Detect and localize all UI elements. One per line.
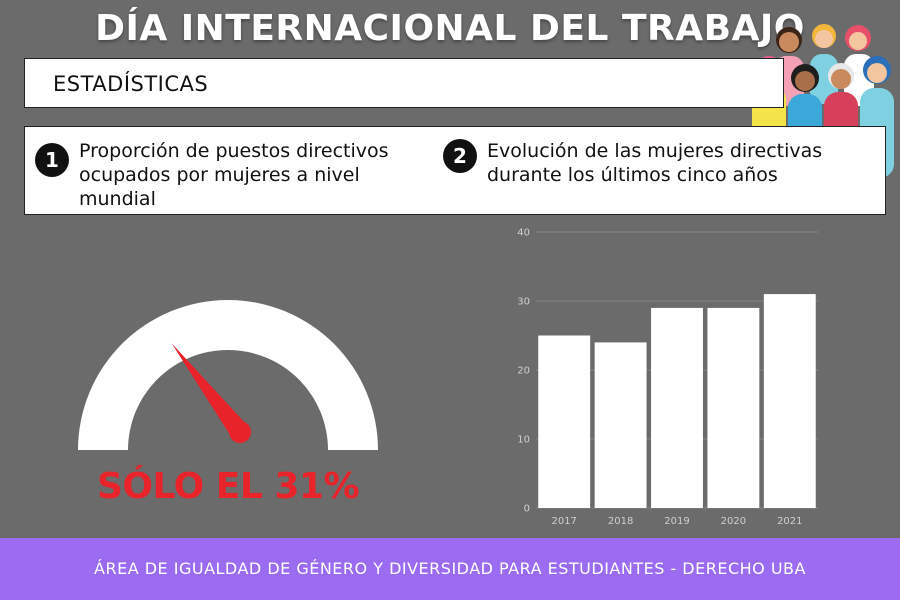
statistics-header-box: ESTADÍSTICAS [24,58,784,108]
bar-2020 [707,307,760,508]
item-number-badge: 2 [443,139,477,173]
bar-chart: 0 10 20 30 40 2017 2018 2019 2020 2021 [517,228,818,527]
page-title: DÍA INTERNACIONAL DEL TRABAJO [95,8,805,49]
item-text-line: ocupados por mujeres a nivel [79,164,360,186]
y-tick-label: 40 [517,228,530,239]
bar-2018 [594,342,647,508]
x-tick-label: 2017 [551,516,576,527]
gauge-label: SÓLO EL 31% [96,466,360,507]
item-number-badge: 1 [35,143,69,177]
x-tick-label: 2019 [664,516,689,527]
y-tick-label: 0 [524,504,530,515]
woman-figure [810,24,838,104]
footer-banner: ÁREA DE IGUALDAD DE GÉNERO Y DIVERSIDAD … [0,538,900,600]
item-text-line: Evolución de las mujeres directivas [487,140,823,162]
item-1-text: Proporción de puestos directivos ocupado… [79,139,389,211]
y-tick-label: 30 [517,297,530,308]
x-tick-label: 2020 [721,516,746,527]
gauge-chart [78,300,378,450]
item-text-line: Proporción de puestos directivos [79,140,389,162]
gauge-needle [171,343,249,438]
gauge-arc [78,300,378,450]
section-label: ESTADÍSTICAS [53,72,209,96]
bar-2017 [538,335,591,508]
item-text-line: durante los últimos cinco años [487,164,778,186]
items-box: 1 Proporción de puestos directivos ocupa… [24,126,886,215]
bar-2019 [651,307,703,508]
y-tick-label: 10 [517,435,530,446]
gauge-hub [229,421,251,443]
item-2-text: Evolución de las mujeres directivas dura… [487,139,822,187]
y-tick-label: 20 [517,366,530,377]
item-text-line: mundial [79,188,156,210]
bar-2021 [763,294,816,508]
x-tick-label: 2018 [608,516,633,527]
x-tick-label: 2021 [777,516,802,527]
